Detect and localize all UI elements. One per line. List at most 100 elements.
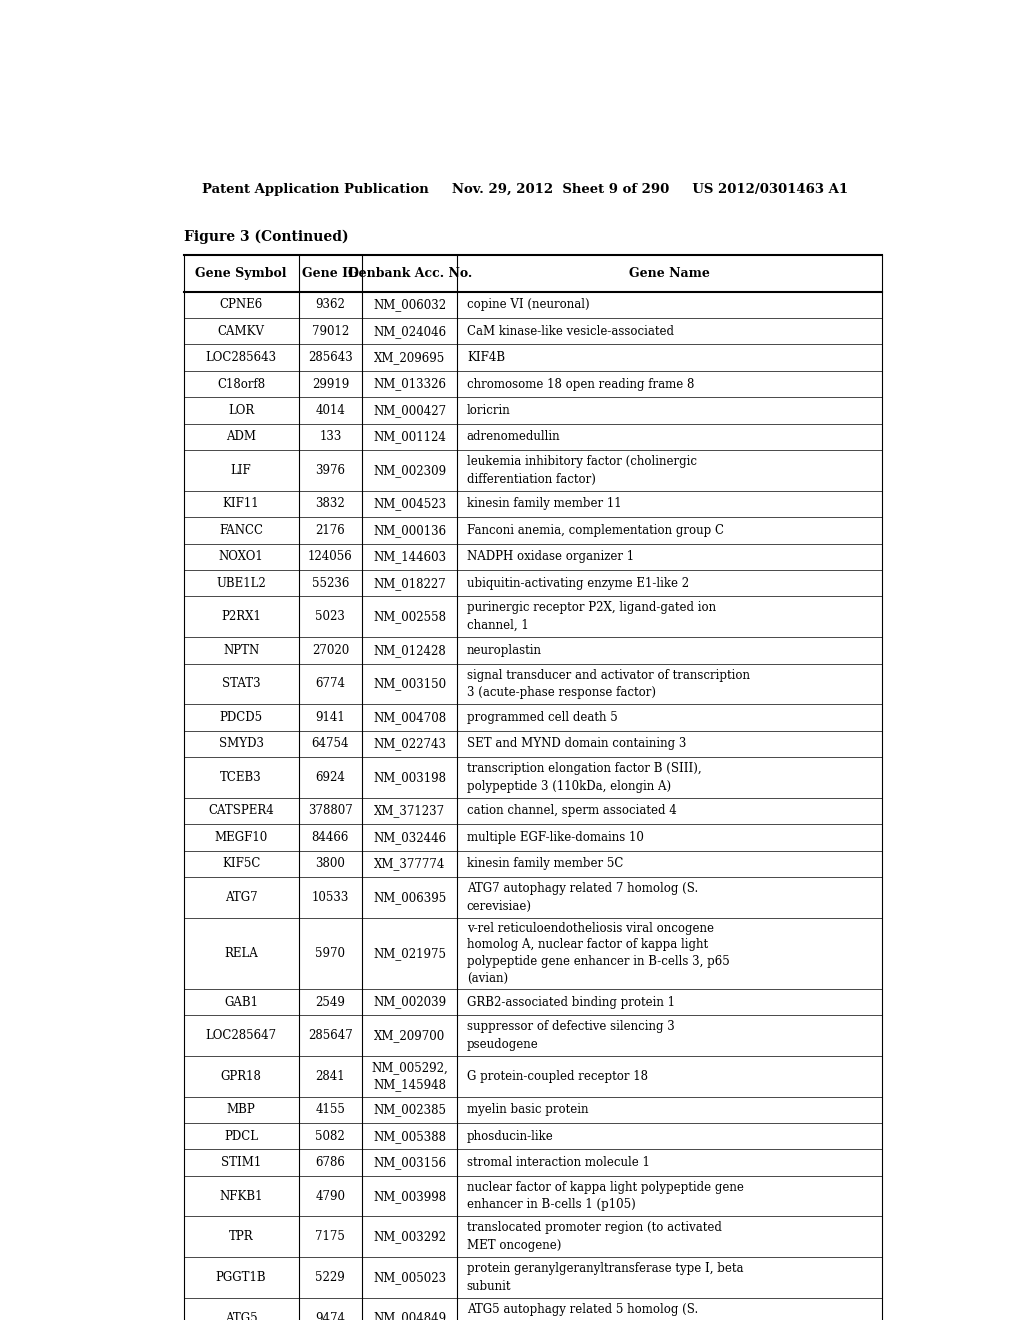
Text: TCEB3: TCEB3 [220,771,262,784]
Text: 79012: 79012 [311,325,349,338]
Text: LOR: LOR [228,404,254,417]
Text: kinesin family member 11: kinesin family member 11 [467,498,622,511]
Text: 3 (acute-phase response factor): 3 (acute-phase response factor) [467,686,655,700]
Text: (avian): (avian) [467,972,508,985]
Text: NM_003998: NM_003998 [373,1189,446,1203]
Text: NM_001124: NM_001124 [374,430,446,444]
Text: translocated promoter region (to activated: translocated promoter region (to activat… [467,1221,722,1234]
Text: 9474: 9474 [315,1312,345,1320]
Text: NM_002039: NM_002039 [373,995,446,1008]
Text: NM_004849: NM_004849 [373,1312,446,1320]
Text: copine VI (neuronal): copine VI (neuronal) [467,298,590,312]
Text: 3976: 3976 [315,463,345,477]
Text: 133: 133 [319,430,342,444]
Text: differentiation factor): differentiation factor) [467,473,596,486]
Text: NM_024046: NM_024046 [373,325,446,338]
Text: NM_005388: NM_005388 [373,1130,446,1143]
Text: GRB2-associated binding protein 1: GRB2-associated binding protein 1 [467,995,675,1008]
Text: MEGF10: MEGF10 [214,830,267,843]
Text: NM_021975: NM_021975 [373,946,446,960]
Text: CaM kinase-like vesicle-associated: CaM kinase-like vesicle-associated [467,325,674,338]
Text: NM_003156: NM_003156 [373,1156,446,1170]
Text: NM_003198: NM_003198 [373,771,446,784]
Text: stromal interaction molecule 1: stromal interaction molecule 1 [467,1156,650,1170]
Text: 64754: 64754 [311,738,349,750]
Text: 7175: 7175 [315,1230,345,1243]
Text: myelin basic protein: myelin basic protein [467,1104,589,1117]
Text: NM_144603: NM_144603 [373,550,446,564]
Text: STIM1: STIM1 [221,1156,261,1170]
Text: CPNE6: CPNE6 [219,298,263,312]
Text: 5970: 5970 [315,946,345,960]
Text: 5023: 5023 [315,610,345,623]
Text: NM_032446: NM_032446 [373,830,446,843]
Text: 29919: 29919 [311,378,349,391]
Text: NM_002309: NM_002309 [373,463,446,477]
Text: subunit: subunit [467,1280,511,1292]
Text: NADPH oxidase organizer 1: NADPH oxidase organizer 1 [467,550,634,564]
Text: ATG5 autophagy related 5 homolog (S.: ATG5 autophagy related 5 homolog (S. [467,1303,698,1316]
Text: leukemia inhibitory factor (cholinergic: leukemia inhibitory factor (cholinergic [467,455,697,469]
Text: TPR: TPR [228,1230,253,1243]
Text: 4790: 4790 [315,1189,345,1203]
Text: NM_000427: NM_000427 [373,404,446,417]
Text: cerevisiae): cerevisiae) [467,900,531,912]
Text: 84466: 84466 [311,830,349,843]
Text: 5082: 5082 [315,1130,345,1143]
Text: neuroplastin: neuroplastin [467,644,542,657]
Text: cation channel, sperm associated 4: cation channel, sperm associated 4 [467,804,677,817]
Text: ATG7 autophagy related 7 homolog (S.: ATG7 autophagy related 7 homolog (S. [467,882,698,895]
Text: RELA: RELA [224,946,258,960]
Text: 6774: 6774 [315,677,345,690]
Text: PGGT1B: PGGT1B [216,1271,266,1284]
Text: KIF11: KIF11 [223,498,259,511]
Text: programmed cell death 5: programmed cell death 5 [467,711,617,723]
Text: signal transducer and activator of transcription: signal transducer and activator of trans… [467,668,750,681]
Text: Gene Symbol: Gene Symbol [196,267,287,280]
Text: enhancer in B-cells 1 (p105): enhancer in B-cells 1 (p105) [467,1199,636,1212]
Text: ATG7: ATG7 [225,891,257,904]
Text: NM_003150: NM_003150 [373,677,446,690]
Text: 27020: 27020 [311,644,349,657]
Text: 2549: 2549 [315,995,345,1008]
Text: NPTN: NPTN [223,644,259,657]
Text: NM_002385: NM_002385 [373,1104,446,1117]
Text: NM_005023: NM_005023 [373,1271,446,1284]
Text: kinesin family member 5C: kinesin family member 5C [467,857,624,870]
Text: STAT3: STAT3 [222,677,260,690]
Text: CATSPER4: CATSPER4 [208,804,274,817]
Text: Genbank Acc. No.: Genbank Acc. No. [347,267,472,280]
Text: transcription elongation factor B (SIII),: transcription elongation factor B (SIII)… [467,762,701,775]
Text: XM_209700: XM_209700 [374,1030,445,1041]
Text: NM_012428: NM_012428 [374,644,446,657]
Text: XM_209695: XM_209695 [374,351,445,364]
Text: SET and MYND domain containing 3: SET and MYND domain containing 3 [467,738,686,750]
Text: NM_004523: NM_004523 [373,498,446,511]
Text: NM_005292,: NM_005292, [372,1061,449,1074]
Text: NM_006395: NM_006395 [373,891,446,904]
Text: Gene Name: Gene Name [629,267,710,280]
Text: NM_145948: NM_145948 [373,1078,446,1092]
Text: C18orf8: C18orf8 [217,378,265,391]
Text: ATG5: ATG5 [225,1312,257,1320]
Text: MBP: MBP [226,1104,255,1117]
Text: 285643: 285643 [308,351,352,364]
Text: PDCL: PDCL [224,1130,258,1143]
Text: ADM: ADM [226,430,256,444]
Text: homolog A, nuclear factor of kappa light: homolog A, nuclear factor of kappa light [467,939,708,952]
Text: KIF4B: KIF4B [467,351,505,364]
Text: multiple EGF-like-domains 10: multiple EGF-like-domains 10 [467,830,644,843]
Text: NM_000136: NM_000136 [373,524,446,537]
Text: NM_006032: NM_006032 [373,298,446,312]
Text: XM_371237: XM_371237 [374,804,445,817]
Text: 2176: 2176 [315,524,345,537]
Text: NM_002558: NM_002558 [373,610,446,623]
Text: 3832: 3832 [315,498,345,511]
Text: SMYD3: SMYD3 [218,738,263,750]
Text: adrenomedullin: adrenomedullin [467,430,560,444]
Text: nuclear factor of kappa light polypeptide gene: nuclear factor of kappa light polypeptid… [467,1181,743,1193]
Text: channel, 1: channel, 1 [467,619,528,632]
Text: 124056: 124056 [308,550,352,564]
Text: ubiquitin-activating enzyme E1-like 2: ubiquitin-activating enzyme E1-like 2 [467,577,689,590]
Text: purinergic receptor P2X, ligand-gated ion: purinergic receptor P2X, ligand-gated io… [467,602,716,614]
